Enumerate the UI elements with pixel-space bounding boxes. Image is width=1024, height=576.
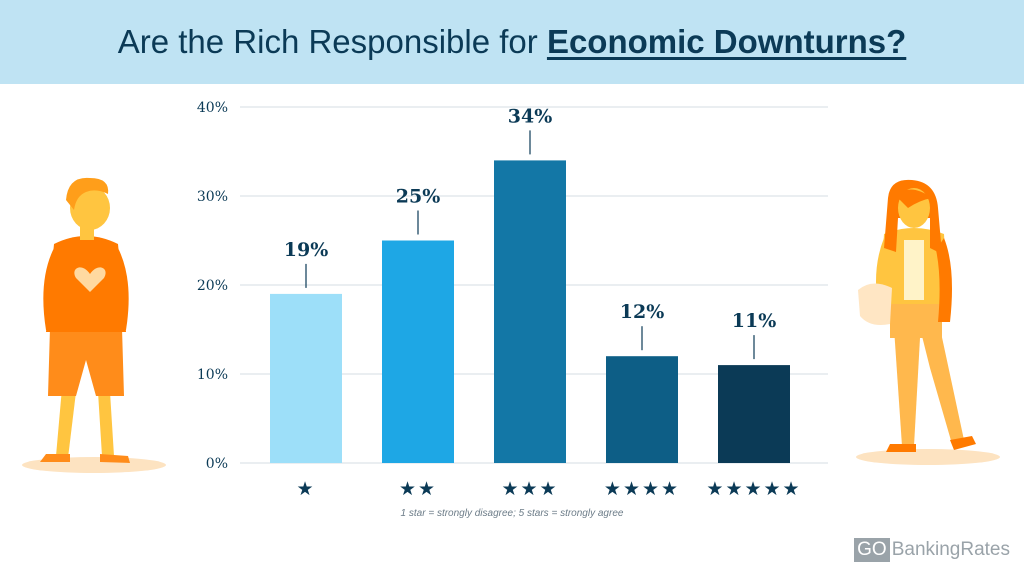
x-tick-stars: ★★★★★: [706, 478, 801, 500]
x-tick-stars: ★★: [399, 478, 437, 500]
y-tick-label: 20%: [197, 278, 228, 294]
page-title: Are the Rich Responsible for Economic Do…: [118, 23, 907, 61]
man-illustration-icon: [22, 177, 166, 473]
y-tick-label: 10%: [197, 367, 228, 383]
title-prefix: Are the Rich Responsible for: [117, 23, 547, 60]
y-tick-label: 40%: [197, 100, 228, 116]
bar-2-star: [382, 240, 454, 463]
rating-scale-note: 1 star = strongly disagree; 5 stars = st…: [400, 508, 624, 519]
data-label: 11%: [732, 310, 777, 332]
bar-5-star: [718, 365, 790, 463]
y-tick-label: 0%: [206, 456, 228, 472]
logo-text: BankingRates: [891, 539, 1010, 560]
data-label: 25%: [396, 186, 441, 208]
gobankingrates-logo: GO BankingRates: [854, 538, 1010, 562]
x-tick-stars: ★★★: [501, 478, 558, 500]
bar-1-star: [270, 293, 342, 463]
data-label: 34%: [508, 105, 553, 127]
data-label: 19%: [284, 239, 329, 261]
woman-illustration-icon: [856, 179, 1000, 465]
header-banner: Are the Rich Responsible for Economic Do…: [0, 0, 1024, 84]
title-emphasis: Economic Downturns?: [546, 23, 907, 60]
bar-4-star: [606, 356, 678, 463]
data-label: 12%: [620, 301, 665, 323]
bar-3-star: [494, 160, 566, 463]
x-tick-stars: ★: [296, 478, 315, 500]
x-tick-stars: ★★★★: [604, 478, 680, 500]
logo-go: GO: [854, 538, 890, 562]
y-tick-label: 30%: [197, 189, 228, 205]
